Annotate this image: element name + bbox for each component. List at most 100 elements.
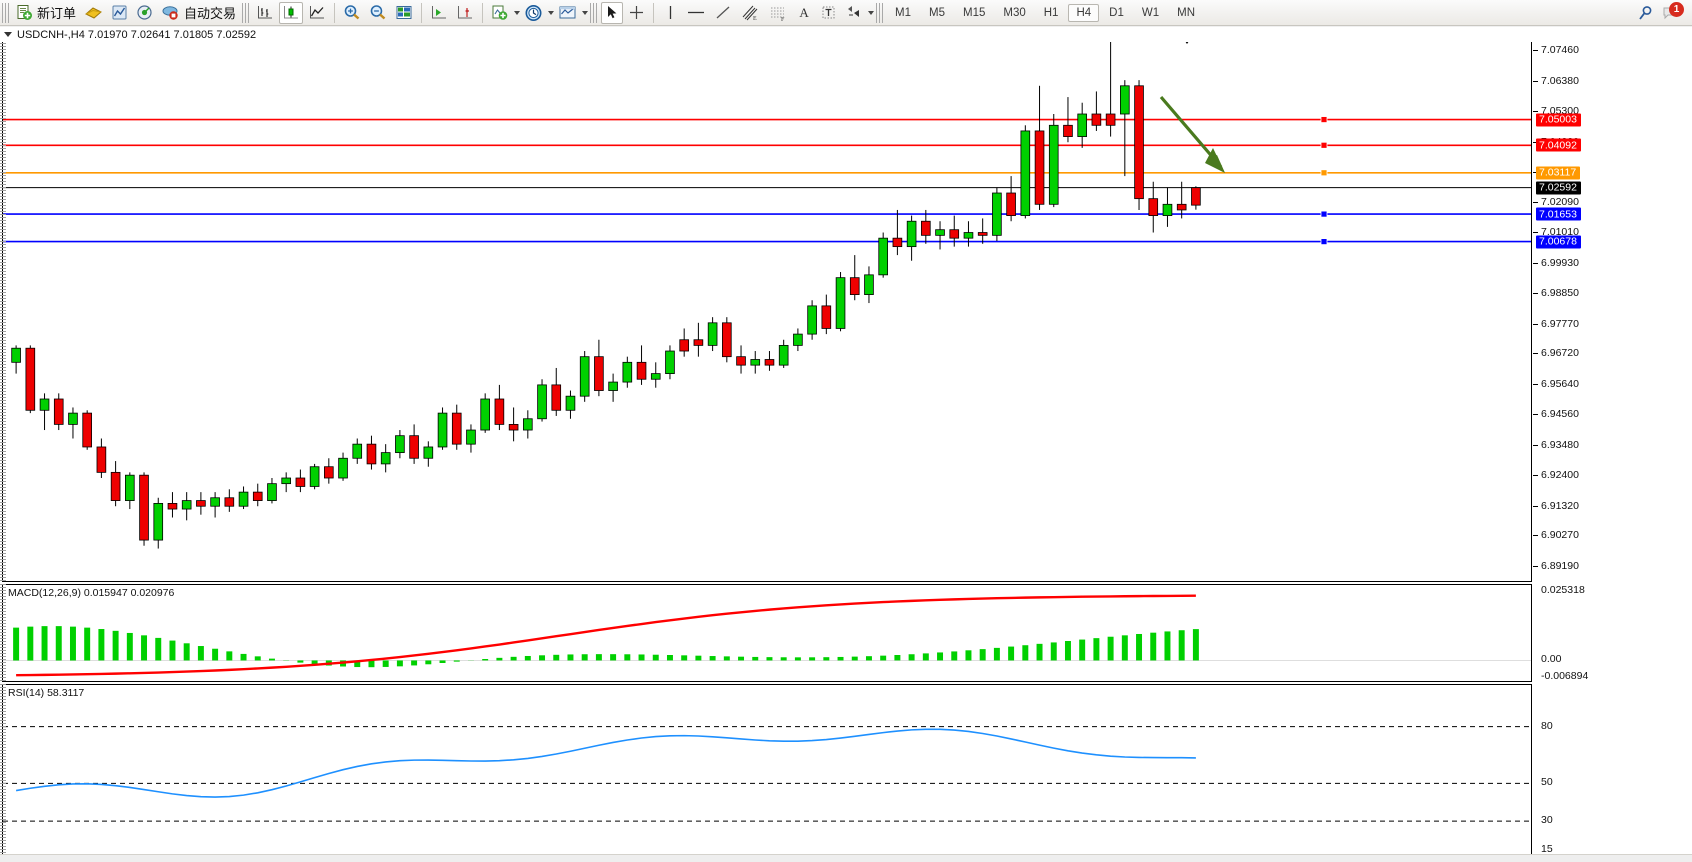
price-chart-canvas[interactable] [3, 35, 1531, 581]
timeframe-m30[interactable]: M30 [1003, 6, 1026, 19]
shapes-button[interactable] [842, 2, 866, 24]
chart-menu-caret-icon[interactable] [4, 32, 12, 37]
rsi-chart-canvas[interactable] [3, 685, 1531, 859]
price-tag-resistance-line[interactable]: 7.05003 [1536, 113, 1581, 127]
timeframe-h1[interactable]: H1 [1043, 6, 1059, 19]
toolbar-grip-3[interactable] [590, 2, 598, 23]
macd-label: MACD(12,26,9) 0.015947 0.020976 [8, 587, 175, 599]
price-tag-pivot-line[interactable]: 7.03117 [1536, 166, 1581, 180]
candle [594, 339, 604, 397]
auto-scroll-button[interactable] [427, 2, 451, 24]
horizontal-line-icon [688, 11, 705, 14]
price-tick-label: 6.89190 [1541, 559, 1579, 572]
vertical-line-button[interactable] [659, 2, 681, 24]
candle [53, 393, 64, 431]
auto-trading-label: 自动交易 [184, 6, 237, 21]
macd-tick-label: -0.006894 [1541, 670, 1589, 682]
main-toolbar: 新订单 [0, 0, 1692, 26]
candle [153, 497, 164, 549]
rsi-axis[interactable]: 80 50 30 15 [1533, 684, 1692, 860]
rsi-pane[interactable]: RSI(14) 58.3117 [2, 684, 1532, 860]
new-order-label: 新订单 [37, 6, 77, 21]
candle [949, 215, 960, 247]
timeframe-h4[interactable]: H4 [1068, 3, 1100, 22]
new-order-button[interactable]: 新订单 [13, 2, 79, 24]
candle [338, 452, 348, 481]
rsi-pane-grip[interactable] [0, 684, 6, 860]
auto-trading-button[interactable]: 自动交易 [158, 2, 239, 24]
candle [977, 218, 988, 244]
price-tag-support-line[interactable]: 7.01653 [1536, 207, 1581, 221]
horizontal-line-button[interactable] [683, 2, 709, 24]
svg-text:F: F [781, 17, 785, 22]
price-tick-label: 6.91320 [1541, 499, 1579, 512]
cursor-button[interactable] [601, 1, 624, 24]
add-indicator-caret-icon[interactable] [514, 10, 521, 15]
expert-advisor-icon [85, 7, 102, 19]
search-button[interactable] [1633, 2, 1657, 24]
price-tag-last-price-line[interactable]: 7.02592 [1536, 181, 1581, 195]
fibonacci-button[interactable]: F [765, 2, 791, 24]
price-pane-grip[interactable] [0, 34, 6, 582]
timeframe-d1[interactable]: D1 [1109, 6, 1124, 19]
crosshair-button[interactable] [625, 2, 648, 24]
rsi-tick-label: 50 [1541, 776, 1553, 789]
price-tag-support-line[interactable]: 7.00678 [1536, 235, 1581, 249]
equidistant-channel-button[interactable]: E [737, 2, 763, 24]
candle [352, 438, 363, 464]
toolbar-grip-2[interactable] [242, 2, 250, 23]
trendline-button[interactable] [711, 2, 735, 24]
shapes-caret-icon[interactable] [868, 10, 875, 15]
bar-chart-button[interactable] [253, 2, 277, 24]
auto-trading-icon [162, 6, 178, 20]
price-tick-label: 6.92400 [1541, 469, 1579, 482]
data-window-button[interactable] [392, 2, 416, 24]
candle [878, 232, 888, 278]
signal-button[interactable] [133, 2, 156, 24]
candle [466, 424, 476, 453]
text-label-button[interactable]: A [793, 2, 815, 24]
price-tick [1533, 80, 1538, 82]
timeframe-m15[interactable]: M15 [963, 6, 986, 19]
period-caret-icon[interactable] [548, 10, 555, 15]
indicators-button[interactable] [108, 2, 131, 24]
timeframe-m1[interactable]: M1 [895, 6, 912, 19]
zoom-in-button[interactable] [340, 2, 364, 24]
templates-caret-icon[interactable] [582, 10, 589, 15]
expert-advisor-button[interactable] [81, 2, 106, 24]
macd-chart-canvas[interactable] [3, 585, 1531, 681]
notification-count: 1 [1669, 1, 1684, 17]
price-axis[interactable]: 7.074607.063807.053007.042207.031407.020… [1533, 34, 1692, 582]
timeframe-w1[interactable]: W1 [1141, 6, 1160, 19]
price-tag-resistance-line[interactable]: 7.04092 [1536, 138, 1581, 152]
toolbar-grip[interactable] [2, 2, 9, 23]
chart-shift-icon [458, 6, 473, 19]
templates-button[interactable] [555, 2, 580, 24]
candle [1191, 186, 1201, 210]
line-chart-button[interactable] [305, 2, 329, 24]
notification-button[interactable]: 1 [1658, 1, 1684, 24]
price-tick-label: 6.97770 [1541, 317, 1579, 330]
macd-pane[interactable]: MACD(12,26,9) 0.015947 0.020976 [2, 584, 1532, 682]
macd-tick-label: 0.025318 [1541, 584, 1585, 596]
price-tick [1533, 141, 1538, 143]
timeframe-mn[interactable]: MN [1177, 6, 1195, 19]
timeframe-m5[interactable]: M5 [929, 6, 945, 19]
candlestick-chart-button[interactable] [279, 1, 304, 24]
price-pane[interactable] [2, 34, 1532, 582]
add-indicator-button[interactable] [488, 2, 512, 24]
add-indicator-icon [492, 5, 508, 20]
macd-axis[interactable]: 0.025318 0.00 -0.006894 [1533, 584, 1692, 682]
chart-shift-button[interactable] [453, 2, 477, 24]
candle [1134, 80, 1144, 210]
candle [125, 472, 135, 510]
candle [267, 478, 277, 504]
zoom-out-button[interactable] [366, 2, 390, 24]
macd-pane-grip[interactable] [0, 584, 6, 682]
price-tick-label: 6.98850 [1541, 287, 1579, 300]
text-button[interactable] [817, 2, 840, 24]
bar-chart-icon [258, 6, 273, 19]
toolbar-grip-4[interactable] [876, 2, 884, 23]
candle [1034, 85, 1045, 210]
period-button[interactable] [521, 2, 546, 24]
